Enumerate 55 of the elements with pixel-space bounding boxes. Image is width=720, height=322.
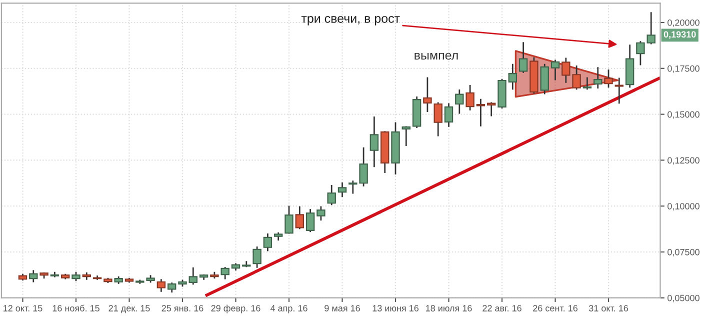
candlestick — [604, 70, 613, 88]
text: 0,19310 — [664, 31, 696, 39]
candlestick — [444, 103, 454, 127]
candlestick — [220, 267, 230, 280]
candlestick — [466, 84, 474, 110]
candlestick — [540, 64, 549, 94]
candlestick — [252, 246, 262, 268]
candlestick — [156, 279, 166, 292]
candlestick — [614, 78, 624, 104]
x-tick-label: 12 окт. 15 — [4, 305, 42, 312]
y-tick-label: 0,05000 — [668, 294, 700, 302]
candlestick — [316, 206, 326, 221]
candlestick — [402, 126, 411, 146]
y-tick-label: 0,15000 — [668, 111, 700, 119]
candlestick — [476, 98, 486, 126]
x-tick-label: 29 февр. 16 — [211, 304, 260, 314]
candlestick — [455, 90, 464, 114]
x-tick-label: 21 дек. 15 — [108, 305, 150, 314]
y-tick-label: 0,10000 — [668, 203, 700, 210]
candlestick — [423, 77, 432, 112]
candlestick — [29, 270, 38, 282]
x-tick-label: 9 мая 16 — [324, 305, 360, 312]
x-tick-label: 26 сент. 16 — [533, 305, 578, 312]
x-tick-label: 31 окт. 16 — [588, 305, 628, 312]
y-tick-label: 0,17500 — [668, 65, 700, 73]
candlestick — [338, 182, 347, 198]
y-tick-label: 0,12500 — [668, 157, 700, 165]
candlestick — [284, 206, 294, 234]
candlestick — [550, 60, 560, 80]
x-tick-label: 18 июля 16 — [426, 305, 472, 312]
candlestick — [263, 233, 272, 252]
x-tick-label: 16 нояб. 15 — [52, 304, 100, 312]
candlestick — [50, 272, 60, 278]
candlestick — [370, 116, 379, 168]
candlestick — [242, 261, 251, 268]
candlestick — [518, 42, 528, 73]
candlestick — [508, 64, 518, 90]
annotation: вымпел — [414, 52, 458, 60]
x-tick-label: 25 янв. 16 — [162, 305, 204, 312]
x-tick-label: 13 июня 16 — [372, 305, 418, 312]
candlestick — [636, 41, 645, 66]
annotation: три свечи, в рост — [301, 16, 400, 26]
candlestick — [327, 184, 336, 206]
candlestick — [295, 206, 304, 230]
candlestick — [434, 102, 442, 136]
candlestick — [594, 67, 602, 89]
y-tick-label: 0,07500 — [668, 248, 700, 256]
candlestick — [582, 77, 592, 90]
candlestick — [486, 102, 496, 116]
x-tick-label: 22 авг. 16 — [482, 305, 522, 312]
candlestick — [306, 209, 315, 232]
y-tick-label: 0,20000 — [668, 19, 700, 27]
candlestick — [188, 267, 198, 285]
candlestick — [646, 12, 656, 44]
x-tick-label: 4 апр. 16 — [270, 305, 308, 314]
